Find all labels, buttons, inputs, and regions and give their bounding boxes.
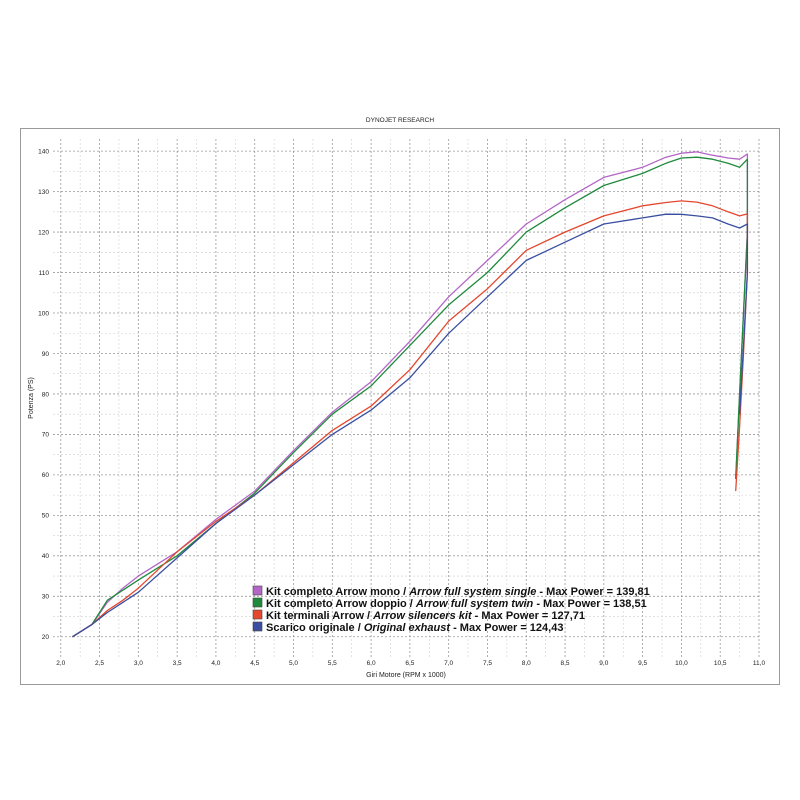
legend-max-power: - Max Power = 138,51 [533, 598, 646, 610]
legend-label: Kit completo Arrow mono / [266, 586, 409, 598]
legend-entry: Scarico originale / Original exhaust - M… [266, 622, 563, 634]
legend-swatch [252, 609, 263, 620]
legend-label: Kit terminali Arrow / [266, 610, 373, 622]
x-tick-label: 2,0 [56, 660, 65, 667]
y-tick-label: 80 [42, 391, 50, 398]
series-lines [72, 151, 749, 638]
legend-label: Kit completo Arrow doppio / [266, 598, 416, 610]
y-tick-label: 110 [39, 270, 50, 277]
y-tick-label: 20 [42, 634, 50, 641]
series-line-4 [72, 213, 749, 638]
x-tick-label: 11,0 [753, 660, 766, 667]
x-tick-label: 10,0 [675, 660, 688, 667]
legend: Kit completo Arrow mono / Arrow full sys… [252, 585, 650, 634]
y-tick-label: 100 [38, 310, 49, 317]
legend-label: Scarico originale / [266, 622, 364, 634]
legend-entry: Kit completo Arrow doppio / Arrow full s… [266, 598, 647, 610]
x-tick-label: 6,0 [367, 660, 376, 667]
legend-label-italic: Arrow full system twin [415, 598, 534, 610]
x-tick-label: 5,5 [328, 660, 337, 667]
legend-label-italic: Arrow silencers kit [372, 610, 473, 622]
y-tick-label: 50 [42, 513, 50, 520]
x-tick-label: 2,5 [95, 660, 104, 667]
x-axis-label: Giri Motore (RPM x 1000) [366, 672, 446, 679]
x-tick-label: 3,0 [134, 660, 143, 667]
legend-entry: Kit completo Arrow mono / Arrow full sys… [266, 586, 650, 598]
legend-max-power: - Max Power = 139,81 [536, 586, 649, 598]
x-tick-label: 5,0 [289, 660, 298, 667]
power-chart: 2,0 2,5 3,0 3,5 4,0 4,5 5,0 5,5 6,0 6,5 7,0 7,5 8,0 8… [28, 139, 765, 679]
legend-swatch [252, 621, 263, 632]
legend-label-italic: Original exhaust [364, 622, 452, 634]
y-tick-label: 140 [38, 148, 49, 155]
legend-max-power: - Max Power = 127,71 [472, 610, 585, 622]
x-tick-label: 9,5 [638, 660, 647, 667]
y-tick-label: 60 [42, 472, 50, 479]
y-tick-label: 120 [38, 229, 49, 236]
x-tick-label: 3,5 [173, 660, 182, 667]
series-line-3 [72, 200, 749, 638]
legend-max-power: - Max Power = 124,43 [450, 622, 563, 634]
x-tick-label: 6,5 [405, 660, 414, 667]
title-overlay: DYNOJET RESEARCH [366, 117, 434, 124]
legend-entry: Kit terminali Arrow / Arrow silencers ki… [266, 610, 585, 622]
y-tick-label: 130 [38, 189, 49, 196]
legend-label-italic: Arrow full system single [408, 586, 536, 598]
x-tick-label: 7,0 [444, 660, 453, 667]
tick-labels: 2,0 2,5 3,0 3,5 4,0 4,5 5,0 5,5 6,0 6,5 7,0 7,5 8,0 8… [38, 148, 765, 667]
legend-swatch [252, 585, 263, 596]
series-line-1 [72, 151, 749, 638]
legend-swatch [252, 597, 263, 608]
y-tick-label: 70 [42, 432, 50, 439]
chart-frame: 2,0 2,5 3,0 3,5 4,0 4,5 5,0 5,5 6,0 6,5 7,0 7,5 8,0 8… [20, 128, 780, 685]
y-tick-label: 90 [42, 351, 50, 358]
y-tick-label: 40 [42, 553, 50, 560]
x-tick-label: 10,5 [714, 660, 727, 667]
x-tick-label: 8,5 [561, 660, 570, 667]
chart-title: DYNOJET RESEARCH [366, 117, 434, 124]
x-tick-label: 7,5 [483, 660, 492, 667]
x-tick-label: 8,0 [522, 660, 531, 667]
x-tick-label: 4,0 [211, 660, 220, 667]
y-tick-label: 30 [42, 594, 50, 601]
y-axis-label: Potenza (PS) [28, 377, 35, 419]
x-tick-label: 9,0 [599, 660, 608, 667]
x-tick-label: 4,5 [250, 660, 259, 667]
